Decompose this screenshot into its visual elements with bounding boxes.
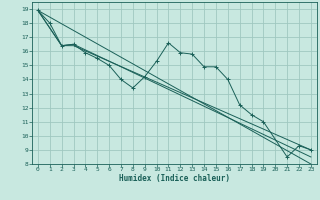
X-axis label: Humidex (Indice chaleur): Humidex (Indice chaleur) [119,174,230,183]
